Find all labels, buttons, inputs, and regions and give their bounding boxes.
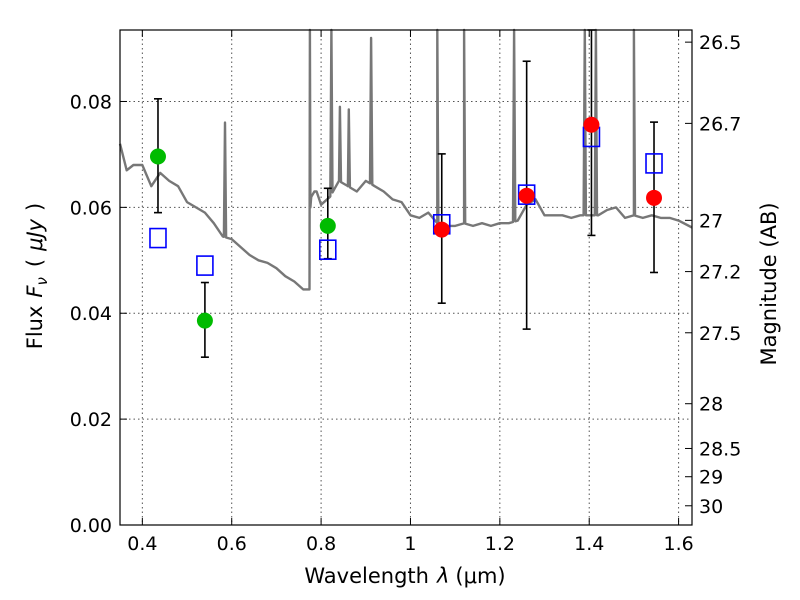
right-tick-label: 28.5 — [699, 438, 741, 460]
right-tick-label: 26.5 — [699, 32, 741, 54]
right-tick-label: 28 — [699, 394, 723, 416]
x-tick-label: 1.4 — [574, 533, 604, 555]
right-tick-label: 27 — [699, 210, 723, 232]
data-point-marker — [433, 221, 450, 238]
x-tick-label: 0.6 — [217, 533, 247, 555]
right-tick-label: 30 — [699, 496, 723, 518]
model-square-marker — [645, 153, 663, 174]
y-axis-label-open-paren: ( — [23, 259, 47, 267]
y-axis-label-unit: μJy — [23, 218, 47, 252]
x-tick-label: 1 — [404, 533, 416, 555]
right-tick-label: 27.2 — [699, 262, 741, 284]
data-point-marker — [319, 217, 336, 234]
model-square-marker — [196, 255, 214, 276]
y-tick-label: 0.08 — [70, 91, 112, 113]
plot-frame — [119, 29, 693, 526]
data-point-marker — [583, 116, 600, 133]
y-tick-label: 0.04 — [70, 303, 112, 325]
x-tick-label: 0.8 — [306, 533, 336, 555]
y-axis-label: Flux Fν ( μJy) — [23, 203, 51, 350]
axis-ticks: 0.4 0.6 0.8 1 1.2 1.4 1.6 0.00 0.02 0.04 0.06 0.08 2… — [70, 30, 741, 555]
spectrum-layer — [118, 28, 693, 291]
y-tick-label: 0.06 — [70, 197, 112, 219]
right-tick-label: 27.5 — [699, 323, 741, 345]
y-axis-label-symbol: F — [23, 285, 47, 298]
grid-lines — [120, 30, 692, 526]
y-tick-label: 0.00 — [70, 515, 112, 537]
x-tick-label: 1.6 — [663, 533, 693, 555]
data-point-marker — [196, 312, 213, 329]
y-axis-label-text: Flux — [23, 306, 47, 350]
data-point-marker — [518, 187, 535, 204]
model-square-marker — [149, 227, 167, 249]
x-axis-label-text: Wavelength — [304, 564, 429, 588]
y-tick-label: 0.02 — [70, 409, 112, 431]
error-bars — [153, 29, 659, 358]
x-axis-label-symbol: λ — [436, 564, 449, 588]
right-axis-label: Magnitude (AB) — [757, 202, 781, 365]
right-tick-label: 26.7 — [699, 113, 741, 135]
model-square-marker — [517, 184, 536, 205]
y-axis-label-close-paren: ) — [23, 203, 47, 211]
data-markers — [149, 116, 663, 329]
model-square-marker — [318, 239, 337, 261]
x-tick-label: 0.4 — [127, 533, 157, 555]
spectrum-line — [118, 28, 693, 291]
x-tick-label: 1.2 — [485, 533, 515, 555]
x-axis-label-unit: (μm) — [455, 564, 505, 588]
right-tick-label: 29 — [699, 467, 723, 489]
data-point-marker — [149, 148, 166, 165]
data-point-marker — [646, 189, 663, 206]
y-axis-label-subscript: ν — [33, 277, 51, 285]
x-axis-label: Wavelength λ (μm) — [304, 564, 505, 588]
